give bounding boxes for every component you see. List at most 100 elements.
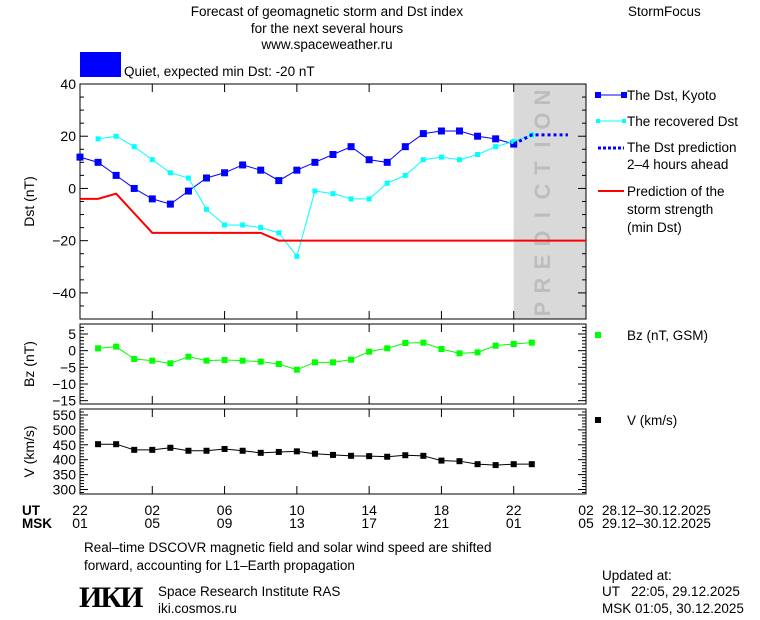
data-point <box>528 339 535 346</box>
data-point <box>221 357 228 363</box>
data-point <box>166 200 174 208</box>
prediction-zone-letter: N <box>530 90 555 106</box>
data-point <box>149 357 156 364</box>
ut-tick-label: 06 <box>217 502 233 518</box>
updated-ut: UT 22:05, 29.12.2025 <box>602 584 740 599</box>
prediction-zone-letter: P <box>530 302 555 317</box>
y-tick-label: −20 <box>52 233 76 249</box>
data-point <box>258 225 264 231</box>
data-point <box>528 461 535 468</box>
legend-recovered-marker <box>596 119 600 123</box>
legend-prediction-2: 2–4 hours ahead <box>627 157 729 172</box>
data-point <box>438 346 445 352</box>
series-line <box>98 342 532 371</box>
data-point <box>311 359 318 366</box>
title-line-3: www.spaceweather.ru <box>261 37 393 52</box>
prediction-zone-letter: R <box>530 277 555 293</box>
prediction-zone-letter: I <box>530 141 555 147</box>
data-point <box>167 360 174 367</box>
data-point <box>365 156 373 164</box>
series-line <box>513 133 568 146</box>
data-point <box>94 158 102 166</box>
y-tick-label: 20 <box>60 128 76 144</box>
y-tick-label: 350 <box>53 467 77 483</box>
data-point <box>95 345 102 352</box>
data-point <box>257 166 265 174</box>
series-line <box>97 134 532 258</box>
data-point <box>185 175 191 181</box>
msk-tick-label: 05 <box>578 515 594 531</box>
data-point <box>312 188 318 194</box>
data-point <box>204 206 209 212</box>
y-axis-label: V (km/s) <box>21 425 37 477</box>
data-point <box>420 339 427 346</box>
data-point <box>131 356 138 362</box>
data-point <box>437 127 445 135</box>
ut-tick-label: 22 <box>72 502 88 518</box>
data-point <box>330 451 336 458</box>
data-point <box>475 152 481 157</box>
series-line <box>80 192 586 242</box>
ut-tick-label: 14 <box>361 502 377 518</box>
data-point <box>294 253 300 259</box>
data-point <box>366 348 373 355</box>
data-point <box>402 452 409 459</box>
legend-dst-kyoto: The Dst, Kyoto <box>627 88 717 103</box>
data-point <box>293 366 300 373</box>
y-tick-label: 0 <box>68 180 76 196</box>
data-point <box>493 144 499 150</box>
data-point <box>203 174 210 182</box>
data-point <box>492 462 499 469</box>
prediction-zone-letter: O <box>530 112 555 129</box>
footer-note-1: Real–time DSCOVR magnetic field and sola… <box>84 540 492 555</box>
data-point <box>131 144 137 150</box>
plot-frame <box>79 408 587 495</box>
msk-tick-label: 01 <box>72 515 88 531</box>
data-point <box>366 196 372 202</box>
title-line-1: Forecast of geomagnetic storm and Dst in… <box>190 4 464 19</box>
data-point <box>311 450 318 457</box>
data-point <box>510 461 517 468</box>
msk-axis-label: MSK <box>22 516 52 531</box>
data-point <box>419 130 427 138</box>
y-tick-label: 550 <box>53 407 77 423</box>
data-point <box>185 447 192 454</box>
ut-tick-label: 02 <box>144 502 160 518</box>
legend-v-marker <box>595 417 601 423</box>
data-point <box>239 357 246 364</box>
data-point <box>456 350 463 357</box>
legend-dst-kyoto-marker <box>595 92 601 98</box>
data-point <box>457 157 462 163</box>
data-point <box>95 441 102 448</box>
data-point <box>474 349 481 356</box>
institute-link[interactable]: iki.cosmos.ru <box>158 601 237 616</box>
data-point <box>329 151 337 158</box>
prediction-zone <box>513 84 586 319</box>
y-tick-label: 40 <box>60 76 76 92</box>
data-point <box>185 353 192 360</box>
data-point <box>511 138 517 144</box>
y-tick-label: 400 <box>53 452 77 468</box>
prediction-zone-letter: I <box>530 212 555 218</box>
data-point <box>420 452 427 459</box>
data-point <box>366 453 373 460</box>
data-point <box>474 132 482 140</box>
y-tick-label: −5 <box>60 359 76 375</box>
msk-tick-label: 21 <box>434 515 450 531</box>
y-tick-label: 500 <box>53 422 77 438</box>
data-point <box>239 161 247 169</box>
data-point <box>347 143 355 151</box>
msk-tick-label: 13 <box>289 515 305 531</box>
data-point <box>203 447 210 454</box>
msk-date-range: 29.12–30.12.2025 <box>602 516 711 531</box>
updated-msk: MSK 01:05, 30.12.2025 <box>602 601 744 616</box>
prediction-zone-letter: T <box>530 161 555 175</box>
data-point <box>383 158 391 166</box>
data-point <box>275 448 282 455</box>
data-point <box>222 222 228 228</box>
data-point <box>348 356 355 363</box>
institute-name: Space Research Institute RAS <box>158 584 341 599</box>
legend-prediction-1: The Dst prediction <box>627 140 737 155</box>
data-point <box>474 461 481 468</box>
y-tick-label: −10 <box>52 376 76 392</box>
